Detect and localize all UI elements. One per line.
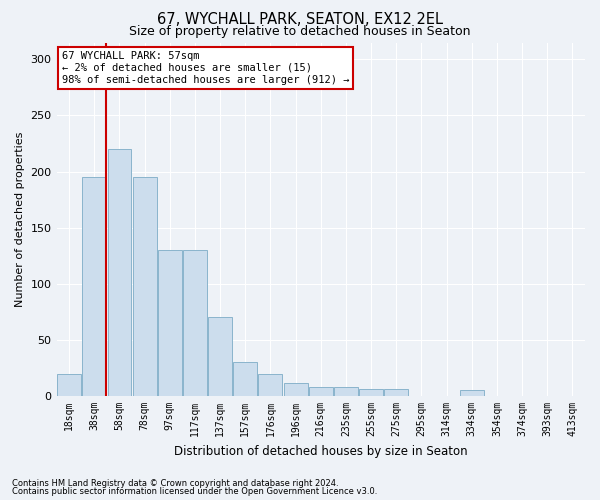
- Text: 67, WYCHALL PARK, SEATON, EX12 2EL: 67, WYCHALL PARK, SEATON, EX12 2EL: [157, 12, 443, 28]
- Bar: [233, 362, 257, 396]
- Bar: [133, 177, 157, 396]
- Bar: [107, 149, 131, 396]
- Bar: [359, 390, 383, 396]
- Bar: [82, 177, 106, 396]
- Bar: [284, 382, 308, 396]
- Bar: [334, 387, 358, 396]
- Text: 67 WYCHALL PARK: 57sqm
← 2% of detached houses are smaller (15)
98% of semi-deta: 67 WYCHALL PARK: 57sqm ← 2% of detached …: [62, 52, 349, 84]
- Bar: [183, 250, 207, 396]
- X-axis label: Distribution of detached houses by size in Seaton: Distribution of detached houses by size …: [174, 444, 467, 458]
- Bar: [158, 250, 182, 396]
- Text: Size of property relative to detached houses in Seaton: Size of property relative to detached ho…: [129, 25, 471, 38]
- Text: Contains HM Land Registry data © Crown copyright and database right 2024.: Contains HM Land Registry data © Crown c…: [12, 478, 338, 488]
- Bar: [208, 318, 232, 396]
- Bar: [57, 374, 81, 396]
- Y-axis label: Number of detached properties: Number of detached properties: [15, 132, 25, 307]
- Bar: [259, 374, 283, 396]
- Bar: [385, 390, 408, 396]
- Text: Contains public sector information licensed under the Open Government Licence v3: Contains public sector information licen…: [12, 487, 377, 496]
- Bar: [460, 390, 484, 396]
- Bar: [309, 387, 333, 396]
